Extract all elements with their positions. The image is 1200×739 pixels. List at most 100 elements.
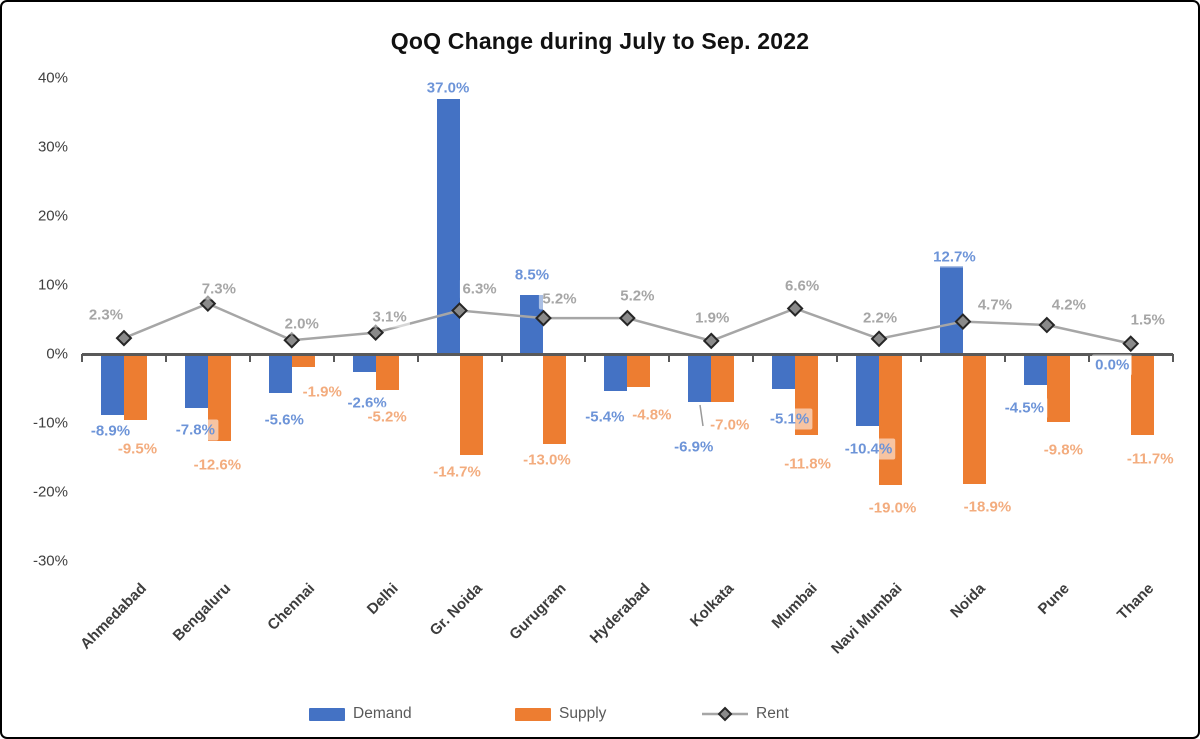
rent-label-Mumbai: 6.6% xyxy=(782,275,823,297)
rent-marker-Bengaluru xyxy=(199,295,217,313)
demand-label-Noida: 12.7% xyxy=(930,246,979,268)
rent-marker-Gr. Noida xyxy=(451,302,468,319)
demand-bar-Gurugram xyxy=(520,295,544,354)
rent-label-Delhi: 3.1% xyxy=(369,306,410,328)
demand-label-Gr. Noida: 37.0% xyxy=(423,77,473,99)
legend-label-demand: Demand xyxy=(353,705,412,722)
supply-label-Navi Mumbai: -19.0% xyxy=(865,497,920,519)
supply-bar-Thane xyxy=(1130,354,1154,435)
legend-item-demand: Demand xyxy=(309,703,412,725)
legend: Demand Supply Rent xyxy=(2,703,1198,729)
rent-label-Gurugram: 5.2% xyxy=(539,288,580,310)
demand-bar-Ahmedabad xyxy=(100,354,124,416)
legend-item-supply: Supply xyxy=(515,703,606,725)
y-axis-tick-label: 0% xyxy=(46,345,68,363)
x-axis-tick xyxy=(668,354,671,362)
demand-bar-Gr. Noida xyxy=(436,98,460,354)
demand-label-Mumbai: -5.1% xyxy=(767,408,813,430)
demand-label-Chennai: -5.6% xyxy=(261,409,307,431)
y-axis-tick-label: 20% xyxy=(37,207,68,225)
rent-marker-Delhi xyxy=(367,324,385,342)
rent-label-Gr. Noida: 6.3% xyxy=(459,278,500,300)
supply-bar-Hyderabad xyxy=(627,354,651,388)
rent-label-Bengaluru: 7.3% xyxy=(198,278,239,300)
demand-label-Gurugram: 8.5% xyxy=(511,264,553,286)
supply-label-Ahmedabad: -9.5% xyxy=(114,438,161,460)
label-leader-line xyxy=(699,404,704,427)
y-axis-tick-label: -30% xyxy=(32,552,68,570)
x-axis-tick xyxy=(164,354,167,362)
demand-bar-Bengaluru xyxy=(184,354,208,408)
demand-label-Navi Mumbai: -10.4% xyxy=(841,438,896,460)
rent-label-Thane: 1.5% xyxy=(1127,309,1168,331)
rent-marker-Thane xyxy=(1122,335,1140,353)
rent-marker-Noida xyxy=(954,313,972,330)
y-axis-tick-label: 40% xyxy=(37,69,68,87)
x-axis-tick xyxy=(920,354,922,362)
x-axis-tick xyxy=(1003,354,1006,362)
rent-label-Ahmedabad: 2.3% xyxy=(85,304,127,326)
x-axis-tick xyxy=(416,354,419,362)
supply-bar-Noida xyxy=(962,354,986,485)
legend-label-rent: Rent xyxy=(756,705,789,722)
supply-label-Gr. Noida: -14.7% xyxy=(430,461,484,483)
supply-bar-Ahmedabad xyxy=(123,354,147,420)
supply-swatch xyxy=(515,707,551,721)
rent-line-swatch xyxy=(702,706,748,722)
x-axis-tick xyxy=(752,354,755,362)
legend-item-rent: Rent xyxy=(702,703,789,725)
x-axis-tick xyxy=(500,354,503,362)
demand-label-Thane: 0.0% xyxy=(1092,354,1133,376)
rent-marker-Mumbai xyxy=(786,300,804,317)
demand-label-Hyderabad: -5.4% xyxy=(582,406,628,428)
rent-label-Hyderabad: 5.2% xyxy=(617,285,658,307)
y-axis-tick-label: -20% xyxy=(32,483,68,501)
demand-label-Kolkata: -6.9% xyxy=(671,436,717,458)
rent-marker-Kolkata xyxy=(702,332,720,350)
demand-bar-Kolkata xyxy=(688,354,712,402)
supply-bar-Gurugram xyxy=(543,354,567,444)
rent-marker-Navi Mumbai xyxy=(870,330,888,348)
supply-label-Pune: -9.8% xyxy=(1040,439,1086,461)
demand-bar-Delhi xyxy=(352,354,376,372)
rent-marker-Gurugram xyxy=(535,309,552,327)
rent-label-Chennai: 2.0% xyxy=(281,313,322,335)
rent-label-Kolkata: 1.9% xyxy=(692,307,733,329)
demand-bar-Mumbai xyxy=(772,354,796,390)
supply-bar-Delhi xyxy=(375,354,399,390)
x-axis-tick xyxy=(1171,354,1174,362)
supply-bar-Gr. Noida xyxy=(459,354,483,456)
demand-label-Bengaluru: -7.8% xyxy=(172,419,218,441)
supply-label-Delhi: -5.2% xyxy=(364,406,410,428)
x-axis-line xyxy=(82,352,1173,356)
y-axis-tick-label: -10% xyxy=(32,414,68,432)
rent-marker-Hyderabad xyxy=(618,309,636,327)
demand-bar-Chennai xyxy=(268,354,292,393)
supply-label-Thane: -11.7% xyxy=(1123,448,1177,470)
rent-legend-marker xyxy=(702,706,748,722)
rent-marker-Ahmedabad xyxy=(115,329,133,347)
supply-label-Bengaluru: -12.6% xyxy=(190,454,245,476)
x-axis-tick xyxy=(332,354,335,362)
legend-label-supply: Supply xyxy=(559,705,607,722)
supply-bar-Pune xyxy=(1046,354,1070,422)
x-axis-tick xyxy=(1087,354,1090,362)
supply-label-Noida: -18.9% xyxy=(960,496,1015,518)
demand-swatch xyxy=(309,707,345,721)
demand-label-Ahmedabad: -8.9% xyxy=(87,420,134,442)
demand-bar-Noida xyxy=(939,266,963,354)
chart-title: QoQ Change during July to Sep. 2022 xyxy=(390,28,810,54)
rent-marker-Pune xyxy=(1038,316,1056,334)
supply-label-Mumbai: -11.8% xyxy=(781,453,834,475)
rent-label-Noida: 4.7% xyxy=(974,294,1016,316)
x-axis-tick xyxy=(584,354,587,362)
rent-label-Pune: 4.2% xyxy=(1048,294,1089,316)
demand-bar-Hyderabad xyxy=(604,354,628,392)
x-axis-tick xyxy=(836,354,839,362)
supply-bar-Bengaluru xyxy=(207,354,231,441)
y-axis-tick-label: 30% xyxy=(37,138,68,156)
demand-bar-Navi Mumbai xyxy=(856,354,880,426)
